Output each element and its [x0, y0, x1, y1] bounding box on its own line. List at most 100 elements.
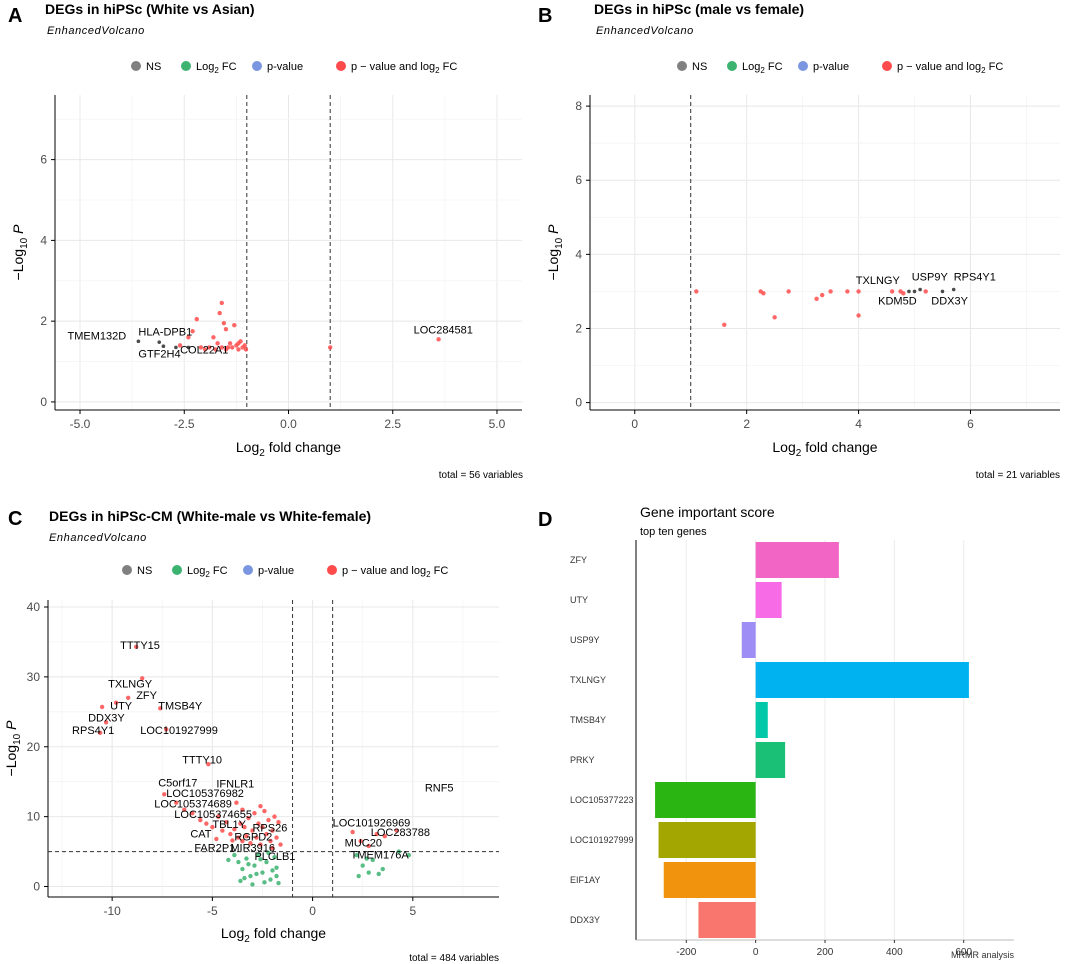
gene-label: LOC105374655	[174, 809, 252, 821]
data-point	[246, 815, 251, 821]
data-point	[240, 807, 245, 812]
legend-label-sub: 2	[214, 66, 219, 75]
x-axis-title: MRMR analysis	[951, 950, 1015, 960]
category-label: ZFY	[570, 555, 587, 565]
data-point	[912, 289, 917, 294]
legend-swatch	[122, 565, 132, 575]
legend-label-part: Log	[742, 61, 760, 73]
data-point	[254, 835, 259, 840]
x-tick-label: -5	[207, 904, 218, 918]
data-point	[845, 289, 850, 294]
legend-label-part: FC	[219, 61, 237, 73]
data-point	[272, 854, 277, 860]
data-point	[889, 289, 895, 294]
data-point	[376, 871, 381, 877]
data-point	[207, 345, 212, 350]
legend-label-sub: 2	[426, 570, 431, 579]
data-point	[103, 720, 109, 725]
bar-panel-D: D Gene important score top ten genes ZFY UTY…	[538, 504, 1014, 960]
legend-label-part: FC	[210, 565, 228, 577]
data-point	[394, 828, 399, 833]
data-point	[223, 347, 229, 352]
data-point	[274, 865, 279, 870]
data-point	[223, 327, 229, 332]
y-axis-title-part: P	[10, 224, 26, 238]
total-caption: total = 484 variables	[409, 953, 499, 964]
data-point	[190, 329, 195, 334]
x-tick-label: 0.0	[280, 417, 297, 431]
gene-label: RNF5	[425, 782, 454, 794]
gene-label: FAR2P1	[194, 843, 235, 855]
gene-label: USP9Y	[912, 271, 949, 283]
bar-loc105377223	[655, 782, 756, 818]
y-tick-label: 2	[575, 321, 582, 335]
data-point	[236, 341, 241, 346]
data-point	[230, 838, 235, 843]
data-point	[240, 866, 245, 872]
x-tick-label: 2	[743, 417, 750, 431]
legend-label-part: Log	[196, 61, 214, 73]
y-axis-title-part: P	[3, 720, 19, 734]
gene-label: CAT	[190, 829, 211, 841]
gene-label: TMSB4Y	[158, 701, 203, 713]
bar-tmsb4y	[755, 702, 768, 738]
legend-swatch	[727, 61, 737, 71]
gene-label: HLA-DPB1	[138, 326, 192, 338]
data-point	[258, 803, 263, 809]
bar-usp9y	[741, 622, 756, 658]
legend-swatch	[131, 61, 141, 71]
data-point	[211, 335, 216, 340]
legend-label-part: p − value and log	[351, 61, 435, 73]
y-tick-label: 8	[575, 99, 582, 113]
data-point	[177, 343, 183, 348]
x-axis-title-sub: 2	[259, 448, 265, 459]
gene-label: PLCLB1	[254, 851, 295, 863]
data-point	[158, 706, 163, 711]
data-point	[820, 292, 825, 298]
data-point	[162, 792, 167, 797]
data-point	[256, 821, 261, 826]
data-point	[252, 863, 257, 868]
gene-label: RPS4Y1	[954, 271, 996, 283]
data-point	[221, 320, 227, 326]
x-axis-title: Log2 fold change	[221, 925, 326, 945]
y-axis-title-part: −Log	[545, 249, 561, 281]
legend-label: p-value	[258, 565, 294, 577]
data-point	[219, 345, 224, 350]
y-axis-title-sub: 10	[554, 237, 565, 249]
legend: NS Log2 FC p-value p − value and log2 FC	[131, 61, 457, 75]
legend-label: NS	[137, 565, 152, 577]
x-tick-label: -2.5	[174, 417, 195, 431]
data-point	[786, 289, 791, 294]
category-label: LOC101927999	[570, 835, 634, 845]
gene-label: LOC101926969	[333, 817, 411, 829]
legend-swatch	[172, 565, 182, 575]
data-point	[772, 315, 777, 320]
chart-title: DEGs in hiPSc (male vs female)	[594, 1, 804, 17]
legend-label: NS	[692, 61, 707, 73]
data-point	[240, 838, 245, 844]
data-point	[940, 289, 945, 294]
x-axis-title: Log2 fold change	[772, 439, 877, 459]
legend-label-sub: 2	[435, 66, 440, 75]
y-axis-title: −Log10 P	[3, 720, 23, 777]
x-tick-label: 5.0	[489, 417, 506, 431]
data-point	[190, 810, 195, 816]
y-axis-title: −Log10 P	[545, 224, 565, 281]
data-point	[232, 322, 237, 328]
data-point	[246, 861, 251, 867]
legend-label: p − value and log2 FC	[342, 565, 448, 579]
data-point	[242, 824, 247, 830]
volcano-panel-A: A DEGs in hiPSc (White vs Asian) EnhancedV…	[8, 1, 523, 481]
data-point	[226, 857, 231, 863]
x-axis-title: Log2 fold change	[236, 439, 341, 459]
data-point	[382, 834, 387, 839]
plot-area	[590, 95, 1060, 410]
data-point	[366, 870, 371, 875]
gene-label: KDM5D	[878, 295, 917, 307]
data-point	[220, 828, 225, 833]
chart-title: Gene important score	[640, 504, 775, 520]
data-point	[215, 341, 220, 346]
data-point	[238, 821, 243, 826]
gene-labels: TXLNGY USP9Y RPS4Y1 KDM5D DDX3Y	[856, 271, 996, 307]
